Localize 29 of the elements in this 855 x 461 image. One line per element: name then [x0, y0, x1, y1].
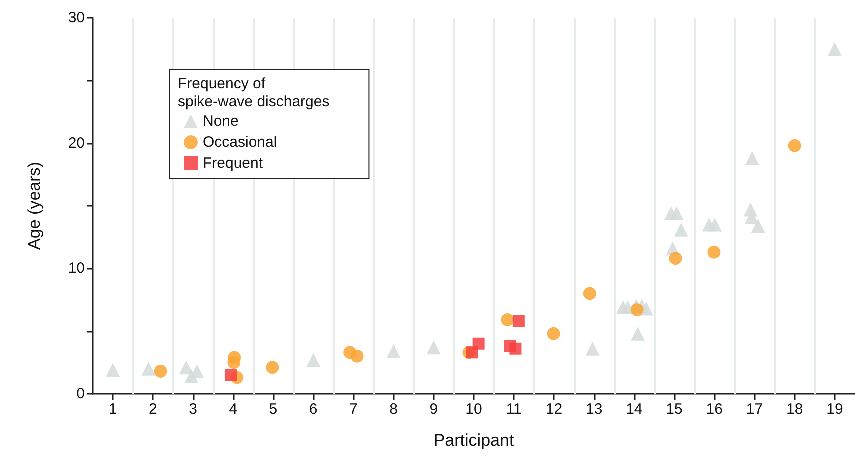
y-tick-label: 10 — [68, 260, 85, 278]
x-tick-label: 7 — [350, 401, 358, 418]
x-tick-label: 14 — [626, 401, 643, 418]
x-tick-label: 16 — [706, 401, 723, 418]
x-tick-label: 9 — [430, 401, 438, 418]
x-tick-label: 8 — [390, 401, 398, 418]
x-tick-label: 12 — [546, 401, 563, 418]
x-tick-label: 13 — [586, 401, 603, 418]
legend-title: Frequency of spike-wave discharges — [178, 76, 330, 110]
x-tick-label: 4 — [229, 401, 238, 418]
y-tick-label: 20 — [68, 134, 85, 152]
y-axis-title: Age (years) — [25, 162, 44, 250]
x-tick-label: 15 — [666, 401, 683, 418]
legend-label: Occasional — [203, 134, 278, 151]
x-tick-label: 17 — [746, 401, 764, 418]
x-tick-label: 1 — [108, 401, 118, 418]
legend-label: Frequent — [203, 155, 264, 172]
x-tick-label: 6 — [309, 401, 318, 418]
x-tick-label: 10 — [466, 401, 482, 418]
y-tick-label: 30 — [68, 10, 85, 26]
y-tick-label: 0 — [76, 386, 85, 402]
x-tick-label: 19 — [826, 401, 844, 418]
x-tick-label: 2 — [148, 401, 158, 418]
x-tick-label: 5 — [269, 401, 278, 418]
legend-label: None — [203, 113, 239, 130]
x-tick-label: 3 — [189, 401, 198, 418]
x-axis-title: Participant — [434, 431, 514, 450]
x-tick-label: 18 — [786, 401, 804, 418]
x-tick-label: 11 — [506, 401, 522, 418]
